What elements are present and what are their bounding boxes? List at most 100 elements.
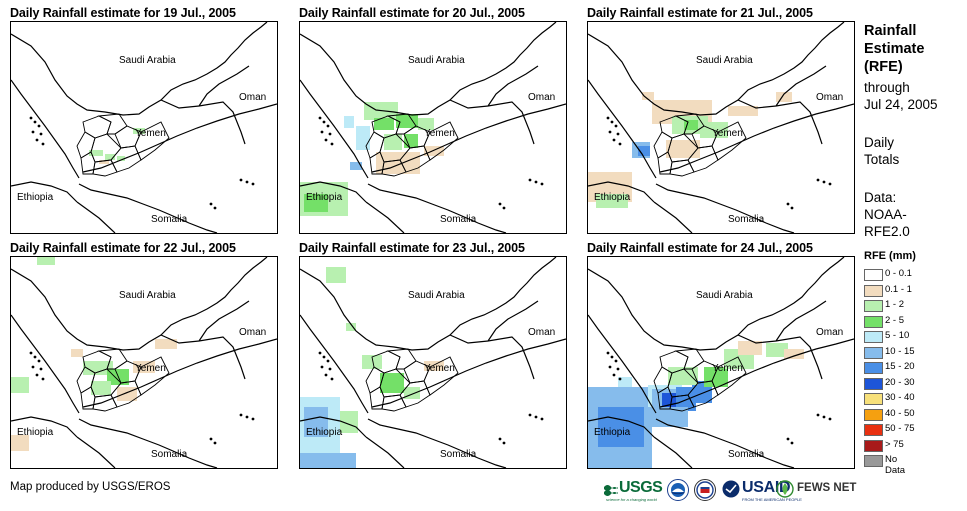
island bbox=[320, 365, 324, 369]
governorate-boundary bbox=[669, 159, 695, 177]
map-label-ethiopia: Ethiopia bbox=[594, 192, 631, 203]
map-label-yemen: Yemen bbox=[135, 128, 166, 139]
island bbox=[330, 142, 334, 146]
rainfall-map[interactable]: Saudi Arabia Oman Yemen Ethiopia Somalia bbox=[587, 256, 855, 469]
rain-patch bbox=[350, 162, 362, 170]
governorate-boundary bbox=[423, 121, 459, 161]
map-label-yemen: Yemen bbox=[712, 363, 743, 374]
legend-swatch bbox=[864, 408, 883, 421]
noaa-logo[interactable] bbox=[667, 479, 691, 506]
governorate-boundary bbox=[423, 356, 459, 396]
island bbox=[498, 202, 502, 206]
island bbox=[540, 417, 544, 421]
map-label-ethiopia: Ethiopia bbox=[17, 192, 54, 203]
legend-label: 0 - 0.1 bbox=[885, 268, 912, 279]
rain-patch bbox=[374, 118, 394, 130]
national-border bbox=[365, 201, 405, 233]
map-canvas bbox=[300, 257, 566, 468]
rain-patch bbox=[776, 92, 792, 102]
island bbox=[534, 415, 538, 419]
governorate-boundary bbox=[669, 394, 695, 412]
legend-item: 5 - 10 bbox=[864, 330, 916, 346]
rain-patch bbox=[89, 150, 103, 156]
national-border bbox=[775, 65, 827, 107]
island bbox=[29, 116, 33, 120]
island bbox=[320, 130, 324, 134]
red-sea-coast bbox=[588, 314, 657, 414]
panel-title: Daily Rainfall estimate for 19 Jul., 200… bbox=[10, 6, 236, 20]
island bbox=[324, 373, 328, 377]
commerce-seal-icon bbox=[694, 479, 716, 501]
legend-items: 0 - 0.1 0.1 - 1 1 - 2 2 - 5 5 - 10 10 - 15 15 … bbox=[864, 268, 916, 476]
national-border bbox=[11, 416, 78, 438]
governorate-boundary bbox=[381, 159, 407, 177]
red-sea-coast bbox=[588, 79, 657, 179]
rainfall-map[interactable]: Saudi Arabia Oman Yemen Ethiopia Somalia bbox=[10, 256, 278, 469]
map-label-oman: Oman bbox=[816, 92, 844, 103]
island bbox=[318, 351, 322, 355]
coastline bbox=[588, 257, 845, 351]
map-canvas bbox=[300, 22, 566, 233]
horn-of-africa-coast bbox=[78, 183, 218, 233]
island bbox=[822, 180, 826, 184]
rain-patch bbox=[766, 343, 788, 357]
legend-swatch bbox=[864, 393, 883, 405]
panel-24-jul: Daily Rainfall estimate for 24 Jul., 200… bbox=[587, 241, 865, 471]
rain-patch bbox=[300, 453, 356, 468]
horn-of-africa-coast bbox=[655, 418, 795, 468]
rain-patch bbox=[380, 373, 404, 393]
legend-label: 15 - 20 bbox=[885, 361, 915, 372]
fewsnet-leaf-icon bbox=[776, 480, 794, 498]
rain-patch bbox=[133, 361, 155, 373]
legend-label: 30 - 40 bbox=[885, 392, 915, 403]
national-border bbox=[365, 436, 405, 468]
legend-label: 20 - 30 bbox=[885, 376, 915, 388]
map-label-yemen: Yemen bbox=[712, 128, 743, 139]
rain-patch bbox=[326, 267, 346, 283]
legend-label: 1 - 2 bbox=[885, 299, 905, 310]
map-canvas bbox=[588, 257, 854, 468]
map-label-ethiopia: Ethiopia bbox=[306, 427, 343, 438]
governorate-boundary bbox=[82, 115, 112, 139]
rainfall-map[interactable]: Saudi Arabia Oman Yemen Ethiopia Somalia bbox=[587, 21, 855, 234]
map-label-oman: Oman bbox=[528, 92, 556, 103]
legend-label: 40 - 50 bbox=[885, 407, 915, 419]
governorate-boundary bbox=[674, 348, 705, 370]
rain-patch bbox=[676, 387, 696, 411]
rainfall-map[interactable]: Saudi Arabia Oman Yemen Ethiopia Somalia bbox=[10, 21, 278, 234]
island bbox=[790, 441, 794, 445]
island bbox=[610, 355, 614, 359]
island bbox=[35, 138, 39, 142]
legend-swatch bbox=[864, 346, 883, 359]
noaa-seal-icon bbox=[667, 479, 689, 501]
island bbox=[209, 437, 213, 441]
island bbox=[41, 142, 45, 146]
national-border bbox=[449, 99, 535, 145]
map-label-saudi-arabia: Saudi Arabia bbox=[696, 55, 753, 66]
legend-swatch bbox=[864, 269, 883, 281]
map-label-oman: Oman bbox=[816, 327, 844, 338]
island bbox=[618, 377, 622, 381]
rainfall-map[interactable]: Saudi Arabia Oman Yemen Ethiopia Somalia bbox=[299, 256, 567, 469]
rain-patch bbox=[11, 377, 29, 393]
rain-patch bbox=[37, 257, 55, 265]
horn-of-africa-coast bbox=[655, 183, 795, 233]
map-label-saudi-arabia: Saudi Arabia bbox=[408, 290, 465, 301]
commerce-seal-logo[interactable] bbox=[694, 479, 718, 506]
legend-item: > 75 bbox=[864, 439, 916, 455]
gulf-of-aden-north-coast bbox=[82, 338, 277, 408]
governorate-boundary bbox=[711, 356, 747, 396]
national-border bbox=[653, 201, 693, 233]
rain-patch bbox=[11, 435, 29, 451]
rain-patch bbox=[704, 367, 728, 387]
rain-patch bbox=[384, 134, 402, 150]
island bbox=[324, 138, 328, 142]
island bbox=[534, 180, 538, 184]
legend-item: 50 - 75 bbox=[864, 423, 916, 439]
rain-patch bbox=[728, 106, 758, 116]
island bbox=[618, 142, 622, 146]
map-label-oman: Oman bbox=[239, 327, 267, 338]
red-sea-coast bbox=[11, 314, 80, 414]
map-label-saudi-arabia: Saudi Arabia bbox=[119, 290, 176, 301]
rainfall-map[interactable]: Saudi Arabia Oman Yemen Ethiopia Somalia bbox=[299, 21, 567, 234]
